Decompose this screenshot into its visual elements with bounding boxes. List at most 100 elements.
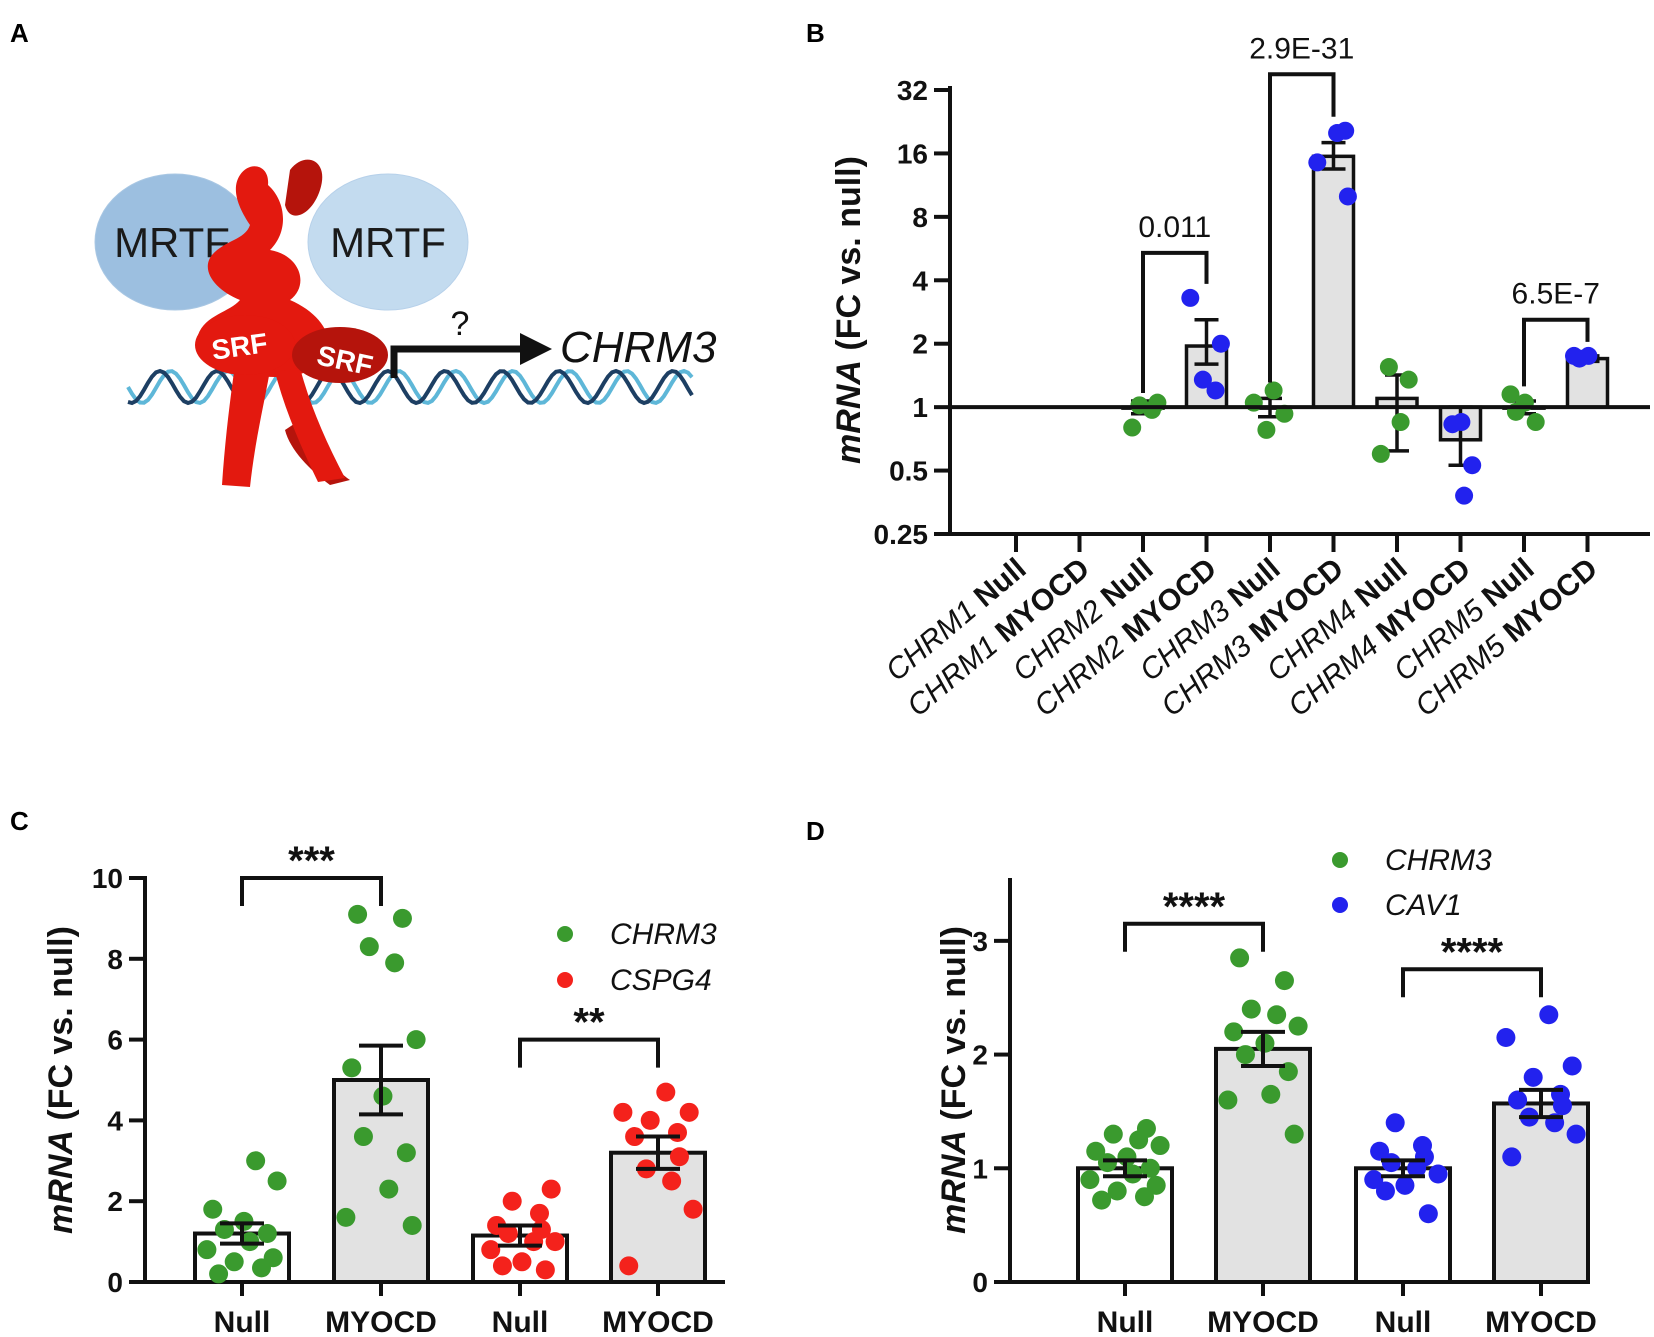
c-data-point: [359, 937, 379, 957]
c-data-point: [668, 1123, 687, 1143]
d-data-point: [1502, 1147, 1522, 1167]
d-x-tick-label: Null: [1375, 1306, 1432, 1337]
d-legend-label: CHRM3: [1385, 844, 1492, 877]
d-y-tick-label: 3: [972, 926, 988, 957]
arrow-head-icon: [520, 333, 552, 365]
c-x-tick-label: Null: [492, 1306, 549, 1337]
d-legend-marker: [1332, 852, 1348, 868]
d-bar: [1214, 1046, 1312, 1285]
c-data-point: [246, 1151, 266, 1171]
c-data-point: [669, 1147, 689, 1167]
c-y-tick-label: 6: [107, 1025, 123, 1056]
c-data-point: [679, 1102, 699, 1122]
d-data-point: [1140, 1158, 1160, 1178]
c-y-tick-label: 10: [92, 863, 123, 894]
c-data-point: [683, 1199, 703, 1219]
c-legend-marker: [557, 926, 573, 942]
d-significance-bracket: [1123, 921, 1265, 952]
d-data-point: [1107, 1181, 1127, 1201]
b-data-point: [1452, 413, 1471, 432]
d-data-point: [1103, 1124, 1123, 1144]
c-data-point: [545, 1232, 565, 1252]
c-data-point: [240, 1232, 260, 1252]
srf-protein-shape: [195, 159, 388, 487]
c-data-point: [656, 1082, 676, 1102]
d-data-point: [1395, 1175, 1415, 1195]
d-data-point: [1241, 999, 1261, 1019]
d-data-point: [1428, 1164, 1448, 1184]
d-data-point: [1267, 1005, 1287, 1025]
d-significance-label: ****: [1441, 930, 1504, 974]
b-significance-bracket: [1141, 250, 1209, 393]
d-data-point: [1218, 1090, 1238, 1110]
b-y-tick-label: 32: [897, 75, 928, 106]
c-significance-bracket: [240, 876, 383, 906]
transcription-arrow: [390, 345, 528, 378]
c-x-tick-label: MYOCD: [325, 1306, 437, 1337]
c-significance-bracket: [518, 1037, 660, 1068]
d-data-point: [1566, 1124, 1586, 1144]
d-legend-label: CAV1: [1385, 889, 1462, 922]
d-data-point: [1230, 948, 1250, 968]
b-y-label-rest: (FC vs. null): [830, 156, 868, 360]
b-p-value-label: 2.9E-31: [1249, 32, 1354, 65]
d-legend-marker: [1332, 897, 1348, 913]
c-data-point: [263, 1248, 283, 1268]
b-data-point: [1371, 444, 1390, 463]
b-data-point: [1391, 413, 1410, 432]
c-data-point: [662, 1171, 682, 1191]
c-x-tick-label: MYOCD: [602, 1306, 714, 1337]
b-data-point: [1181, 288, 1200, 307]
b-data-point: [1257, 420, 1276, 439]
c-y-tick-label: 2: [107, 1186, 123, 1217]
d-data-point: [1508, 1090, 1528, 1110]
c-data-point: [402, 1215, 422, 1235]
c-data-point: [396, 1143, 416, 1163]
panel-label-a: A: [10, 18, 29, 48]
d-y-tick-label: 1: [972, 1153, 988, 1184]
d-data-point: [1413, 1136, 1432, 1156]
b-data-point: [1308, 153, 1327, 172]
c-legend-label: CSPG4: [610, 964, 712, 997]
d-data-point: [1086, 1141, 1106, 1161]
c-data-point: [406, 1030, 426, 1050]
d-data-point: [1288, 1016, 1308, 1036]
c-data-point: [342, 1058, 362, 1078]
dna-strand-2: [127, 368, 694, 406]
d-data-point: [1496, 1028, 1516, 1048]
b-p-value-label: 0.011: [1138, 211, 1211, 244]
c-data-point: [224, 1252, 244, 1272]
panel-label-c: C: [10, 806, 29, 836]
b-y-tick-label: 16: [897, 138, 928, 169]
panel-label-b: B: [806, 18, 825, 48]
d-data-point: [1235, 1045, 1255, 1065]
c-data-point: [531, 1219, 551, 1239]
b-y-tick-label: 0.5: [889, 456, 928, 487]
c-legend-label: CHRM3: [610, 918, 717, 951]
c-y-tick-label: 8: [107, 944, 123, 975]
d-data-point: [1150, 1136, 1170, 1156]
d-x-tick-label: MYOCD: [1207, 1306, 1319, 1337]
d-data-point: [1375, 1181, 1395, 1201]
c-y-label-italic: mRNA: [42, 1130, 80, 1234]
c-data-point: [197, 1240, 217, 1260]
b-bar: [1565, 356, 1610, 409]
c-data-point: [619, 1256, 639, 1276]
c-data-point: [379, 1179, 399, 1199]
c-significance-label: **: [573, 1001, 605, 1045]
d-y-axis-label: mRNA (FC vs. null): [935, 926, 973, 1234]
c-data-point: [348, 904, 368, 924]
d-y-label-italic: mRNA: [935, 1130, 973, 1234]
b-data-point: [1193, 370, 1212, 389]
c-x-tick-label: Null: [214, 1306, 271, 1337]
d-data-point: [1381, 1153, 1401, 1173]
c-data-point: [535, 1260, 555, 1280]
c-data-point: [502, 1191, 522, 1211]
b-data-point: [1206, 381, 1225, 400]
d-data-point: [1551, 1084, 1570, 1104]
panel-a-diagram: MRTF MRTF SRF SRF ? CHRM3: [94, 159, 717, 487]
b-data-point: [1338, 187, 1357, 206]
b-data-point: [1579, 346, 1598, 365]
c-data-point: [257, 1224, 277, 1244]
